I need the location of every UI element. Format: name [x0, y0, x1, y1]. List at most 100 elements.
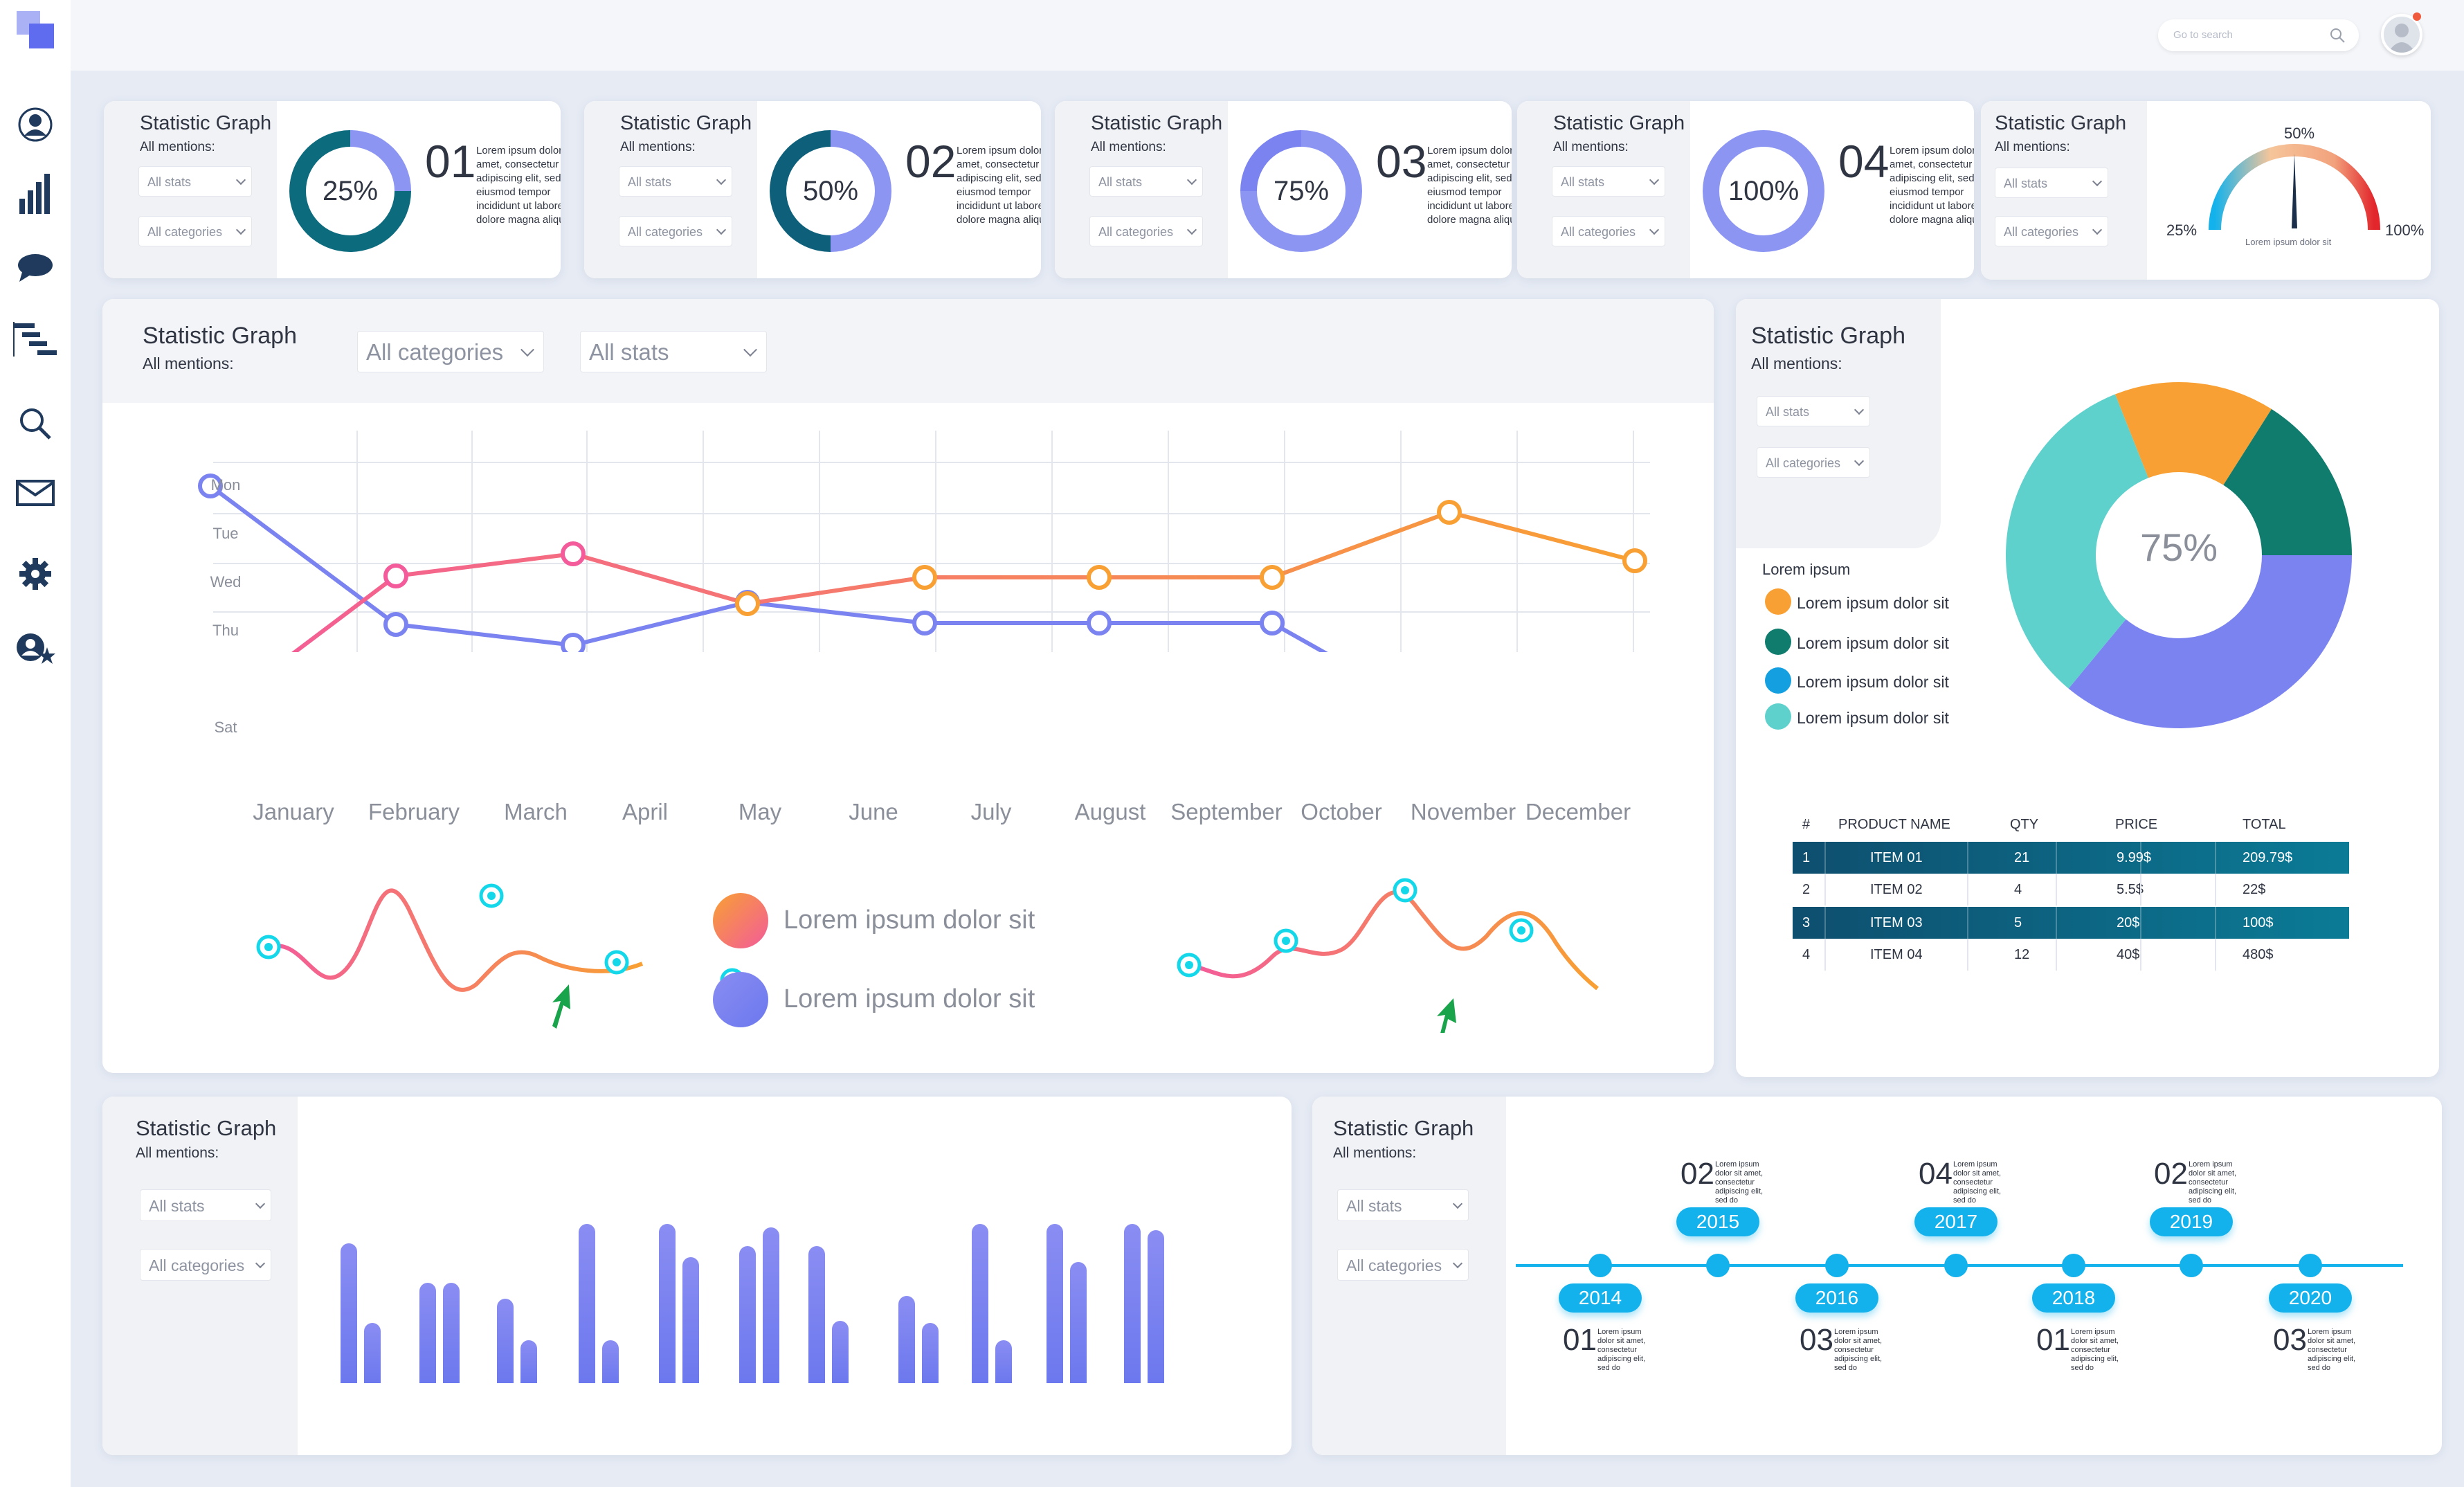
timeline-dot[interactable]	[1706, 1254, 1730, 1277]
legend-dot	[1765, 588, 1791, 615]
categories-dropdown[interactable]: All categories	[1552, 216, 1665, 246]
year-badge[interactable]: 2014	[1559, 1283, 1642, 1313]
x-tick-label: October	[1301, 799, 1382, 824]
categories-dropdown[interactable]: All categories	[138, 216, 252, 246]
gear-icon[interactable]	[11, 550, 60, 598]
year-badge[interactable]: 2018	[2032, 1283, 2115, 1313]
bar-chart-panel: Statistic Graph All mentions: All stats …	[102, 1097, 1292, 1455]
x-tick-label: June	[849, 799, 898, 824]
categories-dropdown[interactable]: All categories	[619, 216, 732, 246]
timeline-dot[interactable]	[2180, 1254, 2203, 1277]
table-cell: 5	[2014, 915, 2022, 930]
avatar[interactable]	[2381, 14, 2422, 55]
year-badge[interactable]: 2016	[1795, 1283, 1878, 1313]
table-cell: 480$	[2243, 947, 2274, 962]
card-subtitle: All mentions:	[1091, 140, 1166, 154]
stats-dropdown[interactable]: All stats	[1337, 1189, 1469, 1221]
pie-slice	[2223, 408, 2352, 555]
search-input[interactable]: Go to search	[2158, 19, 2359, 51]
table-cell: ITEM 04	[1870, 947, 1923, 962]
chat-icon[interactable]	[11, 244, 60, 292]
table-row[interactable]: 1 ITEM 01 21 9.99$ 209.79$	[1793, 842, 2349, 874]
card-title: Statistic Graph	[620, 112, 752, 134]
table-cell: 209.79$	[2243, 850, 2293, 865]
stats-dropdown[interactable]: All stats	[1995, 168, 2108, 198]
event-text: Lorem ipsum dolor sit amet, consectetur …	[1953, 1160, 2002, 1205]
gauge-min-label: 25%	[2166, 222, 2198, 239]
categories-dropdown[interactable]: All categories	[357, 331, 544, 372]
data-point	[383, 564, 408, 588]
categories-dropdown[interactable]: All categories	[140, 1249, 271, 1281]
table-header: PRODUCT NAME	[1838, 817, 1950, 832]
table-row[interactable]: 2 ITEM 02 4 5.5$ 22$	[1793, 874, 2349, 905]
table-row[interactable]: 4 ITEM 04 12 40$ 480$	[1793, 939, 2349, 971]
card-description: Lorem ipsum dolor sit amet, consectetur …	[957, 145, 1041, 226]
arrow-up-icon	[1437, 998, 1456, 1033]
progress-percent: 100%	[1719, 147, 1808, 235]
legend-label: Lorem ipsum dolor sit	[783, 905, 1035, 935]
logo-icon[interactable]	[15, 10, 57, 51]
table-cell: 12	[2014, 947, 2030, 962]
bar	[832, 1321, 849, 1383]
bar-chart-icon[interactable]	[11, 170, 60, 218]
progress-ring: 100%	[1703, 130, 1824, 252]
stats-dropdown[interactable]: All stats	[1552, 166, 1665, 197]
card-title: Statistic Graph	[1553, 112, 1685, 134]
x-tick-label: September	[1170, 799, 1283, 824]
year-badge[interactable]: 2015	[1676, 1207, 1759, 1236]
y-tick-label: Sat	[214, 719, 237, 736]
stats-dropdown[interactable]: All stats	[1089, 166, 1203, 197]
card-subtitle: All mentions:	[1995, 140, 2070, 154]
event-number: 02	[1681, 1157, 1714, 1191]
table-cell: 2	[1802, 882, 1811, 897]
stats-dropdown[interactable]: All stats	[580, 331, 767, 372]
panel-subtitle: All mentions:	[1751, 354, 1842, 372]
stats-dropdown[interactable]: All stats	[140, 1189, 271, 1221]
card-number: 01	[425, 136, 476, 187]
table-cell: 22$	[2243, 882, 2266, 897]
stats-dropdown[interactable]: All stats	[619, 166, 732, 197]
user-icon[interactable]	[11, 100, 60, 149]
event-number: 01	[2036, 1323, 2070, 1357]
bar	[497, 1299, 514, 1383]
stats-dropdown[interactable]: All stats	[138, 166, 252, 197]
table-cell: 20$	[2117, 915, 2140, 930]
event-number: 03	[1800, 1323, 1833, 1357]
legend-label: Lorem ipsum dolor sit	[1797, 709, 1949, 727]
data-point	[1260, 565, 1285, 590]
categories-dropdown[interactable]: All categories	[1757, 447, 1870, 478]
gantt-icon[interactable]	[11, 315, 60, 363]
legend-label: Lorem ipsum dolor sit	[1797, 673, 1949, 691]
event-number: 02	[2154, 1157, 2188, 1191]
progress-percent: 50%	[786, 147, 875, 235]
categories-dropdown[interactable]: All categories	[1337, 1249, 1469, 1281]
categories-dropdown[interactable]: All categories	[1089, 216, 1203, 246]
timeline-dot[interactable]	[1588, 1254, 1612, 1277]
timeline-dot[interactable]	[2299, 1254, 2322, 1277]
top-bar	[71, 0, 2464, 71]
year-badge[interactable]: 2017	[1914, 1207, 1998, 1236]
event-text: Lorem ipsum dolor sit amet, consectetur …	[1715, 1160, 1764, 1205]
user-star-icon[interactable]	[11, 624, 60, 673]
mail-icon[interactable]	[11, 468, 60, 516]
timeline-dot[interactable]	[1944, 1254, 1968, 1277]
year-badge[interactable]: 2019	[2150, 1207, 2233, 1236]
table-cell: ITEM 01	[1870, 850, 1923, 865]
legend-dot-purple	[713, 972, 768, 1027]
gauge-caption: Lorem ipsum dolor sit	[2245, 237, 2332, 247]
legend-title: Lorem ipsum	[1762, 561, 1851, 578]
categories-dropdown[interactable]: All categories	[1995, 216, 2108, 246]
search-icon[interactable]	[11, 399, 60, 448]
year-badge[interactable]: 2020	[2269, 1283, 2352, 1313]
table-row[interactable]: 3 ITEM 03 5 20$ 100$	[1793, 907, 2349, 939]
bar	[1070, 1262, 1087, 1383]
timeline-dot[interactable]	[1825, 1254, 1849, 1277]
panel-title: Statistic Graph	[1333, 1116, 1474, 1140]
table-cell: 21	[2014, 850, 2030, 865]
table-header: TOTAL	[2243, 817, 2286, 832]
timeline-dot[interactable]	[2062, 1254, 2085, 1277]
timeline-panel: Statistic Graph All mentions: All stats …	[1312, 1097, 2442, 1455]
stats-dropdown[interactable]: All stats	[1757, 396, 1870, 426]
data-point	[1437, 500, 1462, 525]
panel-title: Statistic Graph	[143, 323, 297, 349]
